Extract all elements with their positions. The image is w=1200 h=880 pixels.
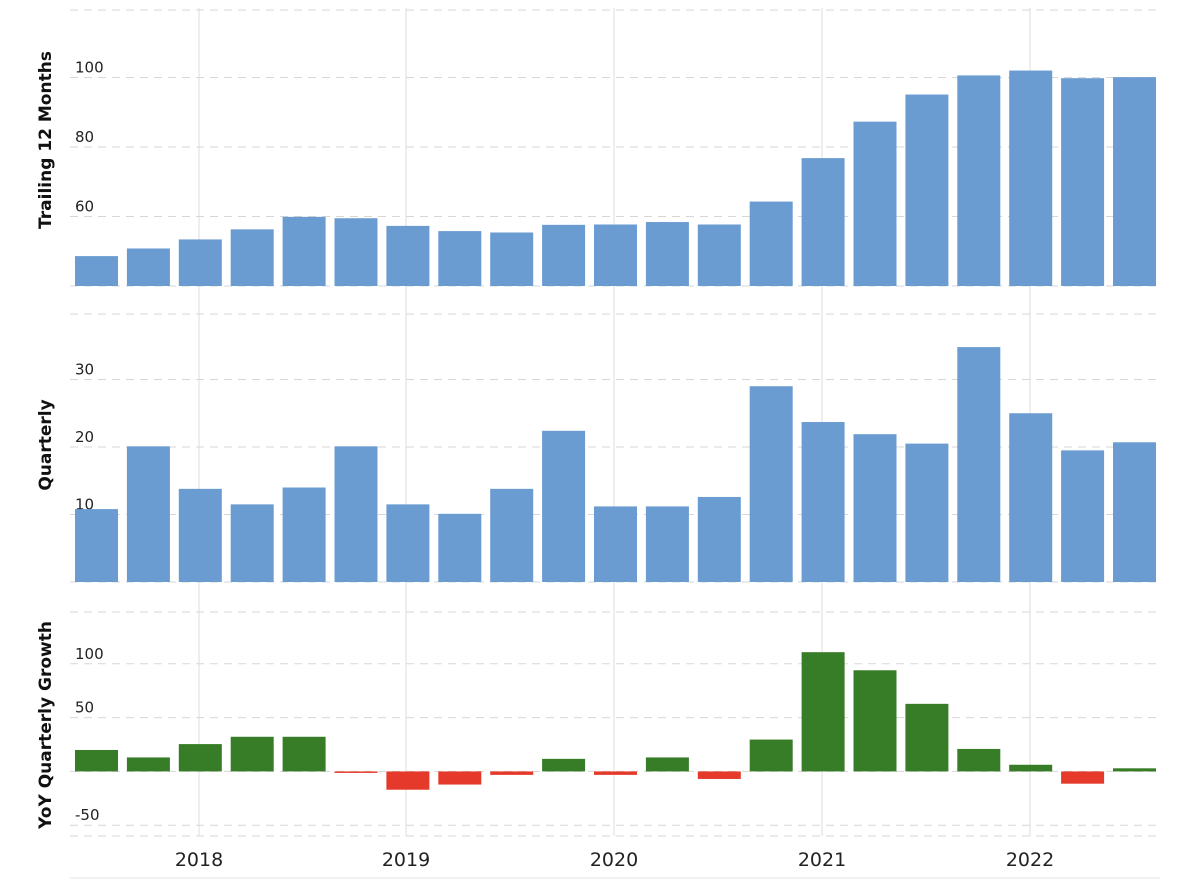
bar (178, 488, 222, 582)
bar (905, 703, 949, 772)
bar (542, 224, 586, 286)
bar (594, 771, 637, 775)
bar (282, 736, 326, 772)
x-tick-label: 2020 (590, 849, 638, 871)
bar (853, 121, 897, 286)
bar (853, 434, 897, 582)
bar (126, 248, 170, 286)
bar (1009, 764, 1053, 772)
bar (1113, 77, 1156, 286)
y-tick-label: 100 (75, 645, 104, 663)
bar (1061, 771, 1105, 784)
bar (749, 201, 793, 286)
bar (645, 222, 689, 286)
y-axis-title: YoY Quarterly Growth (36, 621, 56, 830)
bar (386, 225, 430, 286)
bar (905, 94, 949, 286)
bar (438, 771, 482, 785)
bar (334, 771, 378, 773)
bar (282, 216, 326, 286)
bar (905, 443, 949, 582)
y-axis-title: Trailing 12 Months (36, 51, 56, 229)
bar (230, 504, 274, 582)
y-axis-title: Quarterly (36, 399, 56, 490)
bar (957, 75, 1001, 286)
x-tick-label: 2022 (1006, 849, 1054, 871)
y-tick-label: -50 (75, 806, 100, 824)
bar (75, 509, 118, 582)
bar (178, 744, 222, 772)
bar (801, 158, 845, 286)
bar (697, 224, 741, 286)
bar (542, 430, 586, 582)
bar (1061, 450, 1105, 582)
bar (490, 232, 534, 286)
bar (230, 229, 274, 286)
bar (801, 422, 845, 582)
bar (1009, 70, 1053, 286)
bar (645, 757, 689, 772)
bar (126, 757, 170, 772)
bar (75, 256, 118, 286)
bar (178, 239, 222, 286)
bar (334, 446, 378, 582)
bar (490, 771, 534, 775)
bar (594, 506, 637, 582)
bar (542, 758, 586, 772)
y-tick-label: 80 (75, 128, 94, 146)
bar (126, 446, 170, 582)
bar (697, 771, 741, 779)
bar (230, 736, 274, 772)
x-tick-label: 2019 (382, 849, 430, 871)
y-tick-label: 20 (75, 428, 94, 446)
bar (334, 218, 378, 286)
bar (1113, 768, 1156, 772)
bar (853, 670, 897, 772)
y-tick-label: 60 (75, 198, 94, 216)
bar (438, 231, 482, 286)
bar (1061, 78, 1105, 286)
bar (957, 347, 1001, 582)
bar (282, 487, 326, 582)
bar (957, 748, 1001, 772)
bar (1113, 442, 1156, 582)
y-tick-label: 30 (75, 361, 94, 379)
bar (801, 652, 845, 772)
bar (386, 504, 430, 582)
y-tick-label: 100 (75, 59, 104, 77)
x-tick-label: 2021 (798, 849, 846, 871)
bar (594, 224, 637, 286)
y-tick-label: 50 (75, 699, 94, 717)
bar (645, 506, 689, 582)
x-tick-label: 2018 (175, 849, 223, 871)
bar (386, 771, 430, 790)
bar (490, 488, 534, 582)
bar (438, 513, 482, 582)
bar (1009, 413, 1053, 582)
bar (75, 750, 118, 772)
bar (749, 739, 793, 772)
bar (697, 496, 741, 582)
y-tick-label: 10 (75, 496, 94, 514)
bar (749, 386, 793, 582)
